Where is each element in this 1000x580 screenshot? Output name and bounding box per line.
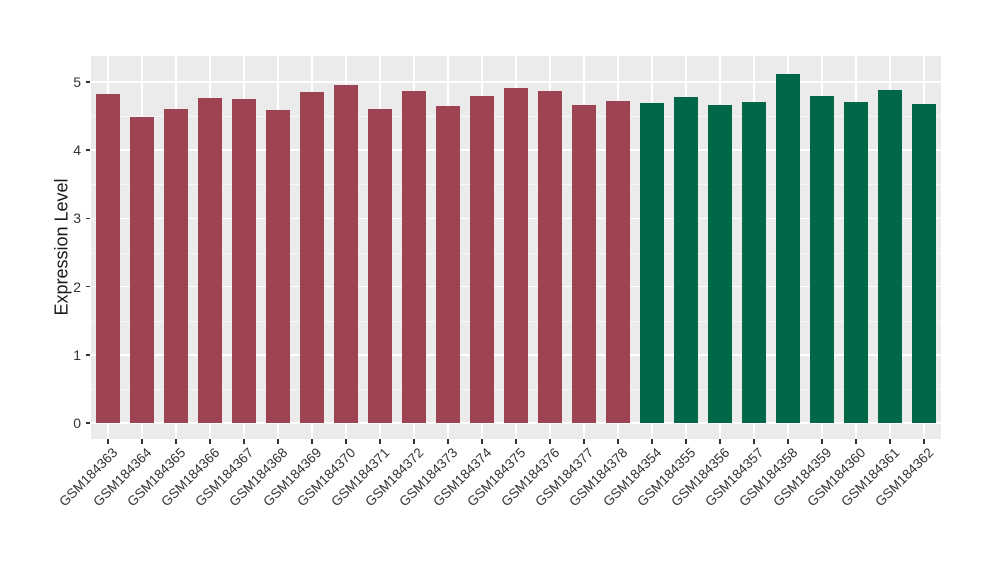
y-tick-label: 3 [73,210,81,227]
bar [810,96,834,423]
y-tick-mark [85,149,90,151]
bar [436,105,460,423]
x-tick-mark [345,439,347,444]
plot-panel [91,56,941,439]
bar [606,101,630,423]
bar [402,90,426,423]
x-tick-mark [413,439,415,444]
x-tick-mark [753,439,755,444]
bar [538,90,562,423]
y-tick-label: 2 [73,278,81,295]
bar [470,96,494,423]
x-tick-mark [311,439,313,444]
bar [776,74,800,423]
x-tick-mark [515,439,517,444]
x-tick-mark [889,439,891,444]
bar [334,84,358,423]
bar [844,101,868,423]
bar [640,103,664,423]
x-tick-mark [141,439,143,444]
y-tick-label: 1 [73,346,81,363]
bar [878,89,902,423]
x-tick-mark [685,439,687,444]
x-tick-mark [209,439,211,444]
bar [266,109,290,423]
x-tick-mark [651,439,653,444]
x-tick-mark [549,439,551,444]
x-tick-mark [447,439,449,444]
bar [368,108,392,423]
x-tick-mark [243,439,245,444]
x-tick-mark [787,439,789,444]
x-tick-mark [923,439,925,444]
x-tick-mark [855,439,857,444]
x-tick-mark [379,439,381,444]
x-tick-mark [107,439,109,444]
y-tick-label: 4 [73,142,81,159]
bar [674,97,698,423]
bar [96,94,120,423]
x-tick-mark [583,439,585,444]
bar [130,116,154,423]
x-tick-mark [821,439,823,444]
bar [504,88,528,423]
bar [708,104,732,423]
bar [164,108,188,423]
y-tick-mark [85,217,90,220]
bar [912,103,936,423]
bar [300,91,324,423]
y-axis-title: Expression Level [51,178,72,316]
y-tick-mark [85,285,90,288]
x-tick-mark [481,439,483,444]
x-tick-mark [719,439,721,444]
x-tick-mark [277,439,279,444]
x-tick-mark [175,439,177,444]
bar [742,101,766,423]
y-tick-label: 0 [73,415,81,431]
y-tick-mark [85,81,90,83]
bar [232,99,256,423]
y-tick-mark [85,422,90,424]
y-tick-label: 5 [73,74,81,90]
y-tick-mark [85,354,90,356]
bar [198,97,222,423]
x-tick-mark [617,439,619,444]
bar [572,105,596,423]
